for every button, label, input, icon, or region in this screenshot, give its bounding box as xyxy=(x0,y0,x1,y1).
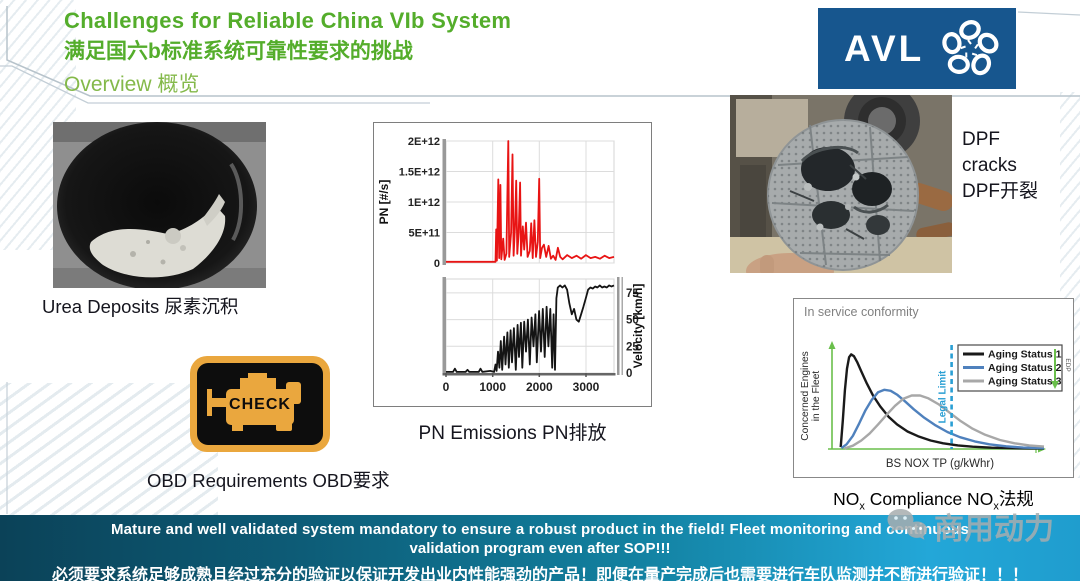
nox-chart: In service conformity Concerned Enginesin… xyxy=(800,305,1071,470)
svg-text:1000: 1000 xyxy=(479,380,506,394)
svg-text:BS NOX TP (g/kWhr): BS NOX TP (g/kWhr) xyxy=(886,458,994,470)
svg-text:75: 75 xyxy=(626,288,639,300)
svg-text:1.5E+12: 1.5E+12 xyxy=(399,167,440,179)
urea-caption: Urea Deposits 尿素沉积 xyxy=(42,296,239,317)
obd-caption: OBD Requirements OBD要求 xyxy=(147,470,390,491)
dpf-cracks-label: DPF cracks DPF开裂 xyxy=(962,127,1038,205)
dpf-cracks-photo xyxy=(730,95,952,273)
svg-text:25: 25 xyxy=(626,341,639,353)
svg-text:0: 0 xyxy=(434,258,440,270)
svg-text:50: 50 xyxy=(626,315,639,327)
wechat-icon xyxy=(887,509,927,540)
urea-deposits-photo xyxy=(53,122,266,288)
dpf-label-line3: DPF开裂 xyxy=(962,181,1039,202)
svg-text:Aging Status 3: Aging Status 3 xyxy=(988,376,1062,388)
watermark: 商用动力 xyxy=(886,504,1054,548)
svg-text:2E+12: 2E+12 xyxy=(408,136,440,148)
svg-text:Velocity [km/h]: Velocity [km/h] xyxy=(631,284,645,369)
svg-text:In service conformity: In service conformity xyxy=(804,305,919,319)
obd-check-engine-icon: CHECK xyxy=(190,356,330,452)
pn-caption: PN Emissions PN排放 xyxy=(418,423,607,444)
title-block: Challenges for Reliable China VIb System… xyxy=(64,8,511,98)
slide-title-en: Challenges for Reliable China VIb System xyxy=(64,8,512,33)
svg-text:1E+12: 1E+12 xyxy=(408,197,440,209)
dpf-label-line1: DPF xyxy=(962,129,1000,150)
svg-text:5E+11: 5E+11 xyxy=(408,228,440,240)
avl-logo: AVL xyxy=(818,8,1016,89)
svg-text:Legal Limit: Legal Limit xyxy=(938,370,949,423)
banner-line2: validation program even after SOP!!! xyxy=(409,540,671,557)
nox-caption: NOx Compliance NOx法规 xyxy=(833,489,1034,513)
svg-text:Aging Status 1: Aging Status 1 xyxy=(988,349,1062,361)
watermark-text: 商用动力 xyxy=(934,513,1054,546)
svg-text:EDP: EDP xyxy=(1064,358,1071,371)
avl-logo-text: AVL xyxy=(844,27,925,69)
svg-text:PN [#/s]: PN [#/s] xyxy=(377,180,391,225)
svg-text:2000: 2000 xyxy=(526,380,553,394)
hatch-pattern-bottom-left xyxy=(0,383,218,515)
pn-chart-box: 0 5E+11 1E+12 1.5E+12 2E+12 0 25 50 75 0 1000 2000 3… xyxy=(373,122,652,407)
dpf-label-line2: cracks xyxy=(962,155,1017,176)
banner-line3: 必须要求系统足够成熟且经过充分的验证以保证开发出业内性能强劲的产品！即便在量产完… xyxy=(51,567,1028,581)
slide-subtitle: Overview 概览 xyxy=(64,73,200,96)
svg-text:3000: 3000 xyxy=(573,380,600,394)
banner-line1: Mature and well validated system mandato… xyxy=(110,521,970,538)
svg-text:Concerned Enginesin the Fleet: Concerned Enginesin the Fleet xyxy=(800,351,822,440)
obd-check-label: CHECK xyxy=(229,396,291,413)
svg-text:Aging Status 2: Aging Status 2 xyxy=(988,362,1062,374)
svg-text:0: 0 xyxy=(626,368,632,380)
svg-text:0: 0 xyxy=(443,380,450,394)
nox-chart-box: In service conformity Concerned Enginesin… xyxy=(793,298,1074,478)
slide-title-zh: 满足国六b标准系统可靠性要求的挑战 xyxy=(64,40,413,63)
avl-swirl-icon xyxy=(942,19,999,75)
pn-chart: 0 5E+11 1E+12 1.5E+12 2E+12 0 25 50 75 0 1000 2000 3… xyxy=(377,136,645,394)
